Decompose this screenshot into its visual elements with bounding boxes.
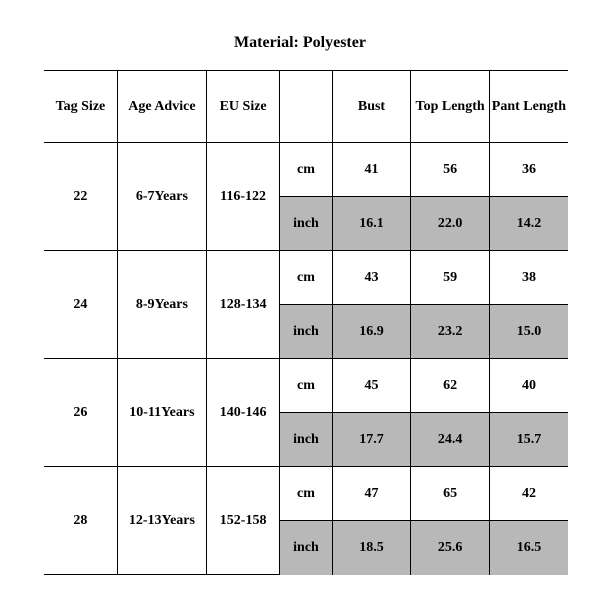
cell-unit-inch: inch [280,305,332,359]
cell-unit-inch: inch [280,197,332,251]
cell-top-cm: 59 [411,251,490,305]
cell-tag: 28 [44,467,117,575]
cell-eu: 116-122 [206,143,279,251]
cell-top-inch: 23.2 [411,305,490,359]
col-eu-size: EU Size [206,71,279,143]
cell-pant-cm: 40 [489,359,568,413]
cell-pant-inch: 14.2 [489,197,568,251]
cell-top-cm: 65 [411,467,490,521]
cell-bust-cm: 41 [332,143,411,197]
col-unit [280,71,332,143]
cell-top-inch: 22.0 [411,197,490,251]
cell-bust-inch: 16.9 [332,305,411,359]
cell-tag: 26 [44,359,117,467]
cell-top-inch: 25.6 [411,521,490,575]
cell-eu: 140-146 [206,359,279,467]
cell-bust-cm: 43 [332,251,411,305]
cell-bust-inch: 17.7 [332,413,411,467]
cell-age: 6-7Years [117,143,206,251]
cell-age: 8-9Years [117,251,206,359]
col-pant-length: Pant Length [489,71,568,143]
cell-bust-inch: 18.5 [332,521,411,575]
size-table-container: Tag Size Age Advice EU Size Bust Top Len… [0,70,600,575]
cell-eu: 128-134 [206,251,279,359]
cell-bust-inch: 16.1 [332,197,411,251]
col-top-length: Top Length [411,71,490,143]
table-row: 22 6-7Years 116-122 cm 41 56 36 [44,143,568,197]
cell-age: 10-11Years [117,359,206,467]
size-table: Tag Size Age Advice EU Size Bust Top Len… [44,70,568,575]
cell-age: 12-13Years [117,467,206,575]
cell-top-cm: 62 [411,359,490,413]
col-tag-size: Tag Size [44,71,117,143]
cell-pant-cm: 42 [489,467,568,521]
cell-top-inch: 24.4 [411,413,490,467]
table-row: 26 10-11Years 140-146 cm 45 62 40 [44,359,568,413]
cell-unit-cm: cm [280,143,332,197]
cell-unit-cm: cm [280,359,332,413]
cell-unit-inch: inch [280,413,332,467]
cell-top-cm: 56 [411,143,490,197]
cell-pant-cm: 38 [489,251,568,305]
cell-unit-cm: cm [280,251,332,305]
table-row: 24 8-9Years 128-134 cm 43 59 38 [44,251,568,305]
cell-unit-cm: cm [280,467,332,521]
col-age-advice: Age Advice [117,71,206,143]
cell-tag: 22 [44,143,117,251]
table-row: 28 12-13Years 152-158 cm 47 65 42 [44,467,568,521]
page-title: Material: Polyester [0,0,600,70]
cell-pant-inch: 15.0 [489,305,568,359]
cell-pant-inch: 16.5 [489,521,568,575]
cell-bust-cm: 45 [332,359,411,413]
table-header-row: Tag Size Age Advice EU Size Bust Top Len… [44,71,568,143]
col-bust: Bust [332,71,411,143]
cell-unit-inch: inch [280,521,332,575]
cell-tag: 24 [44,251,117,359]
cell-bust-cm: 47 [332,467,411,521]
cell-pant-cm: 36 [489,143,568,197]
cell-eu: 152-158 [206,467,279,575]
cell-pant-inch: 15.7 [489,413,568,467]
